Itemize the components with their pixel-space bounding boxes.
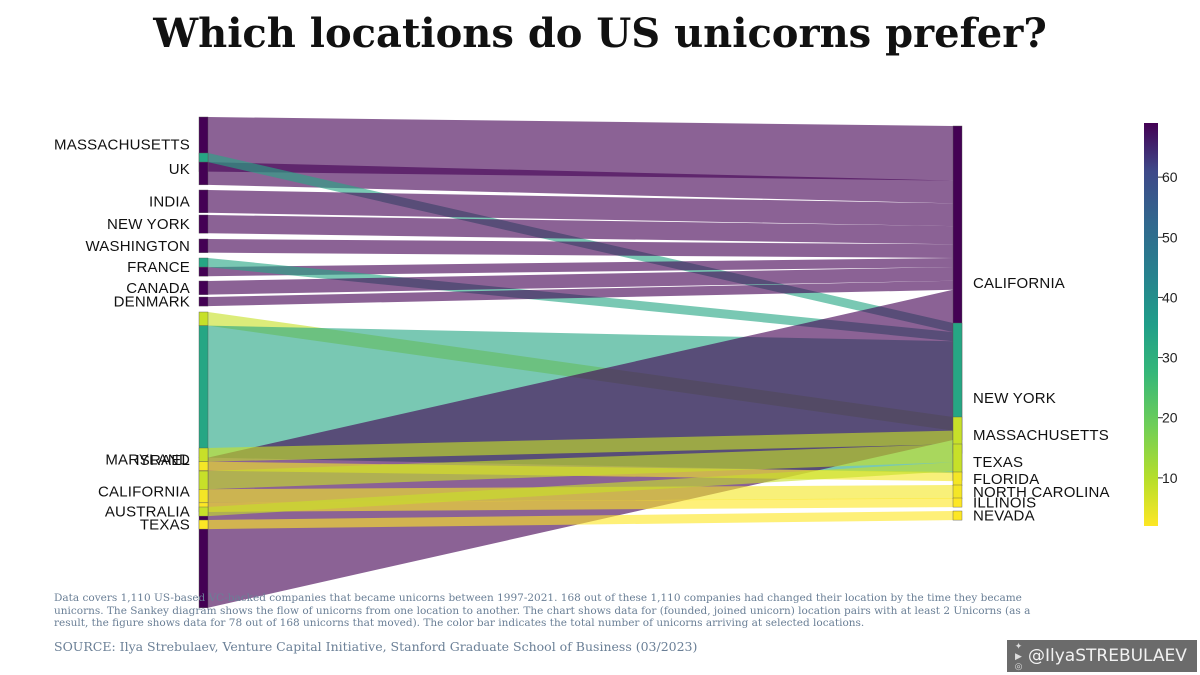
- source-node-france[interactable]: [198, 266, 209, 277]
- chart-title: Which locations do US unicorns prefer?: [153, 10, 1047, 57]
- source-label: MARYLAND: [105, 451, 190, 468]
- source-node-uk[interactable]: [198, 161, 209, 186]
- source-note: SOURCE: Ilya Strebulaev, Venture Capital…: [54, 639, 698, 654]
- flow-link-new-york-to-california[interactable]: [208, 215, 953, 245]
- flow-link-denmark-to-california[interactable]: [208, 280, 953, 307]
- source-node-texas[interactable]: [198, 519, 209, 530]
- flow-link-canada-to-california[interactable]: [208, 267, 953, 295]
- flow-link-maryland-to-massachusetts[interactable]: [208, 430, 953, 462]
- source-label: CALIFORNIA: [98, 483, 190, 500]
- source-label: DENMARK: [114, 294, 190, 311]
- youtube-icon: ▶: [1015, 650, 1022, 661]
- source-label: CANADA: [126, 280, 190, 297]
- target-label: NEVADA: [973, 508, 1035, 525]
- source-label: WASHINGTON: [85, 238, 190, 255]
- handle-text: @IlyaSTREBULAEV: [1028, 646, 1187, 666]
- flow-link-california-to-illinois[interactable]: [208, 498, 953, 512]
- twitter-icon: ✦: [1014, 640, 1023, 651]
- labels-layer: MASSACHUSETTS UK INDIA NEW YORK WASHINGTON FR…: [54, 136, 1110, 534]
- colorbar-tick-label: 20: [1162, 410, 1178, 426]
- source-node-israel[interactable]: [198, 311, 209, 326]
- source-node-maryland[interactable]: [198, 461, 209, 471]
- source-node-washington[interactable]: [198, 238, 209, 253]
- source-node-israel[interactable]: [198, 325, 209, 458]
- source-label: MASSACHUSETTS: [54, 136, 190, 153]
- source-label: ISRAEL: [135, 452, 190, 469]
- source-node-new-york[interactable]: [198, 214, 209, 234]
- source-node-india[interactable]: [198, 189, 209, 213]
- colorbar: 10 20 30 40 50 60: [1144, 123, 1178, 526]
- colorbar-tick-label: 10: [1162, 470, 1178, 486]
- colorbar-tick-label: 40: [1162, 289, 1178, 305]
- flow-link-texas-to-nevada[interactable]: [208, 511, 953, 530]
- target-label: CALIFORNIA: [973, 275, 1065, 292]
- footnote: Data covers 1,110 US-based VC-backed com…: [54, 592, 1031, 629]
- flow-link-uk-to-california[interactable]: [208, 162, 953, 204]
- source-label: FRANCE: [127, 259, 190, 276]
- flow-link-france-to-california[interactable]: [208, 257, 953, 277]
- target-node-north-carolina[interactable]: [952, 484, 963, 499]
- target-label: MASSACHUSETTS: [973, 427, 1109, 444]
- instagram-icon: ◎: [1014, 660, 1023, 671]
- source-label: INDIA: [149, 193, 190, 210]
- links-layer: [208, 117, 953, 608]
- social-handle[interactable]: ✦ ▶ ◎ @IlyaSTREBULAEV: [1007, 640, 1197, 672]
- source-node-france[interactable]: [198, 257, 209, 268]
- target-label: NORTH CAROLINA: [973, 484, 1110, 501]
- source-node-california[interactable]: [198, 489, 209, 504]
- flow-link-california-to-texas[interactable]: [208, 444, 953, 490]
- target-label: ILLINOIS: [973, 495, 1036, 512]
- target-label: FLORIDA: [973, 471, 1039, 488]
- target-node-illinois[interactable]: [952, 497, 963, 508]
- flow-link-australia-to-texas[interactable]: [208, 462, 953, 517]
- target-node-nevada[interactable]: [952, 510, 963, 521]
- colorbar-tick-label: 50: [1162, 229, 1178, 245]
- flow-link-india-to-california[interactable]: [208, 190, 953, 227]
- source-label: UK: [169, 161, 190, 178]
- flow-link-massachusetts-to-california[interactable]: [208, 117, 953, 181]
- source-label: AUSTRALIA: [105, 504, 190, 521]
- social-icons: ✦ ▶ ◎: [1013, 640, 1024, 671]
- source-node-denmark[interactable]: [198, 296, 209, 307]
- flow-link-washington-to-california[interactable]: [208, 239, 953, 258]
- source-node-australia[interactable]: [198, 506, 209, 517]
- colorbar-tick-label: 60: [1162, 169, 1178, 185]
- source-label: NEW YORK: [107, 216, 190, 233]
- source-node-uk[interactable]: [198, 152, 209, 163]
- source-node-canada[interactable]: [198, 280, 209, 295]
- colorbar-tick-label: 30: [1162, 350, 1178, 366]
- target-label: TEXAS: [973, 454, 1023, 471]
- target-label: NEW YORK: [973, 390, 1056, 407]
- colorbar-bar: [1144, 123, 1158, 526]
- source-node-maryland[interactable]: [198, 447, 209, 462]
- source-node-california[interactable]: [198, 470, 209, 490]
- source-label: TEXAS: [140, 517, 190, 534]
- target-node-florida[interactable]: [952, 471, 963, 486]
- nodes-layer: [198, 116, 963, 608]
